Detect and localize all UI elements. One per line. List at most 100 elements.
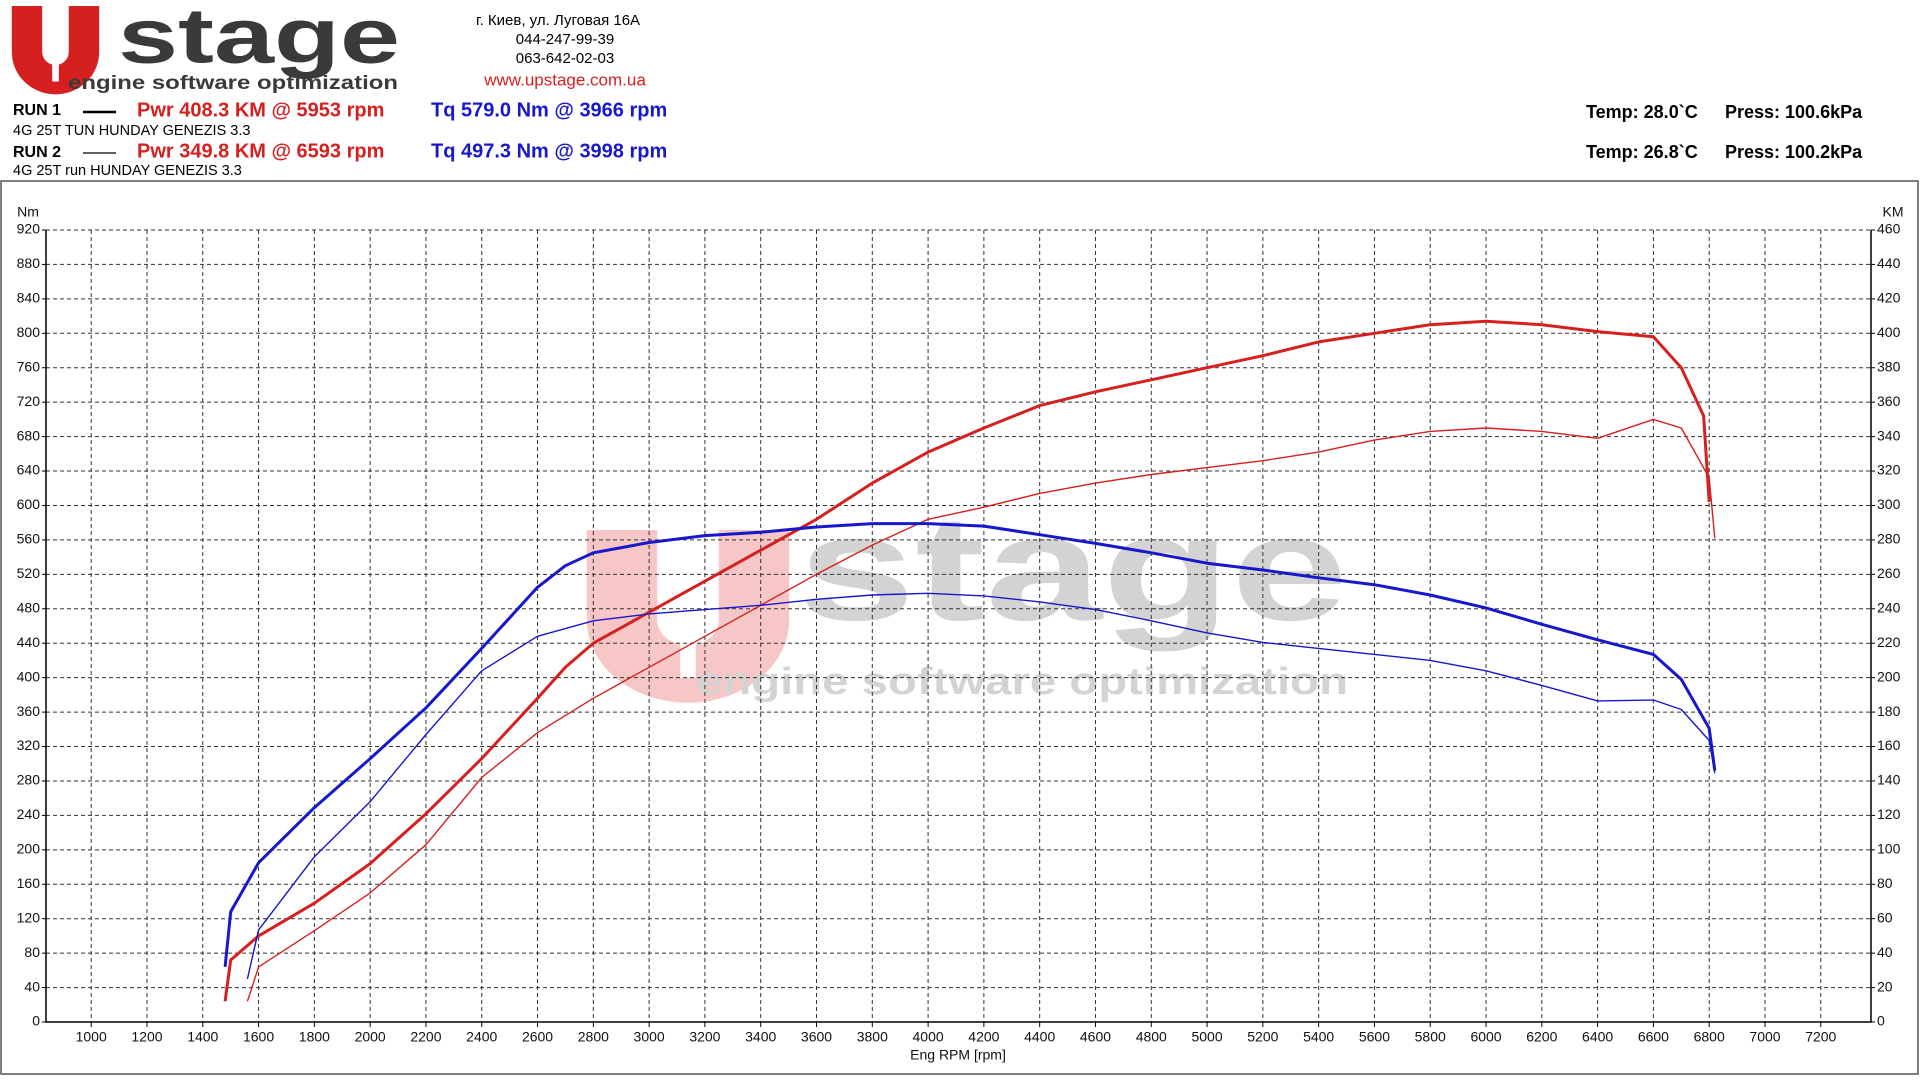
y-tick-label: 560 — [17, 531, 41, 547]
y-tick-label: 680 — [17, 427, 41, 443]
y-tick-label: 160 — [17, 875, 41, 891]
y-tick-label: 240 — [17, 806, 41, 822]
y-tick-label: 320 — [17, 737, 41, 753]
y2-tick-label: 320 — [1877, 462, 1901, 478]
x-tick-label: 3800 — [857, 1029, 888, 1045]
y2-tick-label: 300 — [1877, 496, 1901, 512]
y2-axis-title: KM — [1883, 204, 1904, 220]
series-line — [246, 418, 1716, 1002]
y-tick-label: 480 — [17, 599, 41, 615]
y2-tick-label: 140 — [1877, 772, 1901, 788]
x-tick-label: 4600 — [1080, 1029, 1111, 1045]
chart-frame — [0, 180, 1919, 1075]
y2-tick-label: 460 — [1877, 221, 1901, 237]
x-tick-label: 5800 — [1415, 1029, 1446, 1045]
series-line — [223, 319, 1711, 1002]
y-tick-label: 200 — [17, 841, 41, 857]
y2-tick-label: 100 — [1877, 841, 1901, 857]
run-press: Press: 100.2kPa — [1725, 142, 1863, 162]
y-tick-label: 640 — [17, 462, 41, 478]
run-press: Press: 100.6kPa — [1725, 102, 1863, 122]
y-tick-label: 0 — [32, 1013, 40, 1029]
y-tick-label: 400 — [17, 668, 41, 684]
x-tick-label: 6600 — [1638, 1029, 1669, 1045]
y-tick-label: 920 — [17, 221, 41, 237]
y2-tick-label: 80 — [1877, 875, 1893, 891]
run-power: Pwr 408.3 KM @ 5953 rpm — [137, 99, 384, 121]
y-tick-label: 360 — [17, 703, 41, 719]
y2-tick-label: 380 — [1877, 358, 1901, 374]
phone: 044-247-99-39 — [516, 31, 614, 48]
x-tick-label: 1600 — [243, 1029, 274, 1045]
x-tick-label: 5200 — [1247, 1029, 1278, 1045]
y-tick-label: 120 — [17, 909, 41, 925]
y2-tick-label: 20 — [1877, 978, 1893, 994]
website: www.upstage.com.ua — [483, 70, 646, 89]
x-tick-label: 6200 — [1526, 1029, 1557, 1045]
run-torque: Tq 497.3 Nm @ 3998 rpm — [431, 140, 667, 162]
x-tick-label: 4000 — [913, 1029, 944, 1045]
x-tick-label: 4200 — [968, 1029, 999, 1045]
x-tick-label: 3400 — [745, 1029, 776, 1045]
y2-tick-label: 400 — [1877, 324, 1901, 340]
watermark-word: stage — [798, 484, 1348, 652]
run-label: RUN 1 — [13, 102, 61, 119]
y2-tick-label: 40 — [1877, 944, 1893, 960]
x-axis-title: Eng RPM [rpm] — [910, 1047, 1006, 1063]
x-tick-label: 2600 — [522, 1029, 553, 1045]
x-tick-label: 4400 — [1024, 1029, 1055, 1045]
x-tick-label: 5600 — [1359, 1029, 1390, 1045]
run-temp: Temp: 28.0`C — [1586, 102, 1698, 122]
x-tick-label: 1000 — [76, 1029, 107, 1045]
y2-tick-label: 120 — [1877, 806, 1901, 822]
x-tick-label: 2800 — [578, 1029, 609, 1045]
run-power: Pwr 349.8 KM @ 6593 rpm — [137, 140, 384, 162]
y2-tick-label: 0 — [1877, 1013, 1885, 1029]
phone: 063-642-02-03 — [516, 50, 614, 67]
x-tick-label: 1800 — [299, 1029, 330, 1045]
x-tick-label: 3000 — [634, 1029, 665, 1045]
x-tick-label: 6800 — [1694, 1029, 1725, 1045]
x-tick-label: 4800 — [1136, 1029, 1167, 1045]
y-tick-label: 840 — [17, 290, 41, 306]
run-torque: Tq 579.0 Nm @ 3966 rpm — [431, 99, 667, 121]
address: г. Киев, ул. Луговая 16А — [476, 12, 640, 29]
y2-tick-label: 160 — [1877, 737, 1901, 753]
x-tick-label: 6000 — [1470, 1029, 1501, 1045]
logo-tagline: engine software optimization — [68, 73, 398, 94]
y2-tick-label: 60 — [1877, 909, 1893, 925]
y-tick-label: 760 — [17, 358, 41, 374]
x-tick-label: 7000 — [1749, 1029, 1780, 1045]
run-description: 4G 25T run HUNDAY GENEZIS 3.3 — [13, 163, 242, 179]
y2-tick-label: 420 — [1877, 290, 1901, 306]
x-tick-label: 6400 — [1582, 1029, 1613, 1045]
x-tick-label: 5000 — [1191, 1029, 1222, 1045]
y2-tick-label: 220 — [1877, 634, 1901, 650]
y-axis-title: Nm — [17, 204, 39, 220]
watermark-tagline: engine software optimization — [696, 661, 1348, 703]
y-tick-label: 80 — [24, 944, 40, 960]
series-line — [223, 522, 1717, 968]
x-tick-label: 3600 — [801, 1029, 832, 1045]
x-tick-label: 1200 — [131, 1029, 162, 1045]
y-tick-label: 520 — [17, 565, 41, 581]
y2-tick-label: 260 — [1877, 565, 1901, 581]
watermark-mark — [622, 530, 754, 678]
x-tick-label: 2000 — [355, 1029, 386, 1045]
logo-mark — [27, 6, 84, 81]
logo-word: stage — [118, 0, 400, 80]
y2-tick-label: 440 — [1877, 255, 1901, 271]
y-tick-label: 800 — [17, 324, 41, 340]
run-label: RUN 2 — [13, 144, 61, 161]
x-tick-label: 1400 — [187, 1029, 218, 1045]
y-tick-label: 40 — [24, 978, 40, 994]
run-description: 4G 25T TUN HUNDAY GENEZIS 3.3 — [13, 123, 250, 139]
y2-tick-label: 180 — [1877, 703, 1901, 719]
y-tick-label: 720 — [17, 393, 41, 409]
y2-tick-label: 240 — [1877, 599, 1901, 615]
x-tick-label: 2200 — [410, 1029, 441, 1045]
y-tick-label: 600 — [17, 496, 41, 512]
x-tick-label: 3200 — [689, 1029, 720, 1045]
run-temp: Temp: 26.8`C — [1586, 142, 1698, 162]
